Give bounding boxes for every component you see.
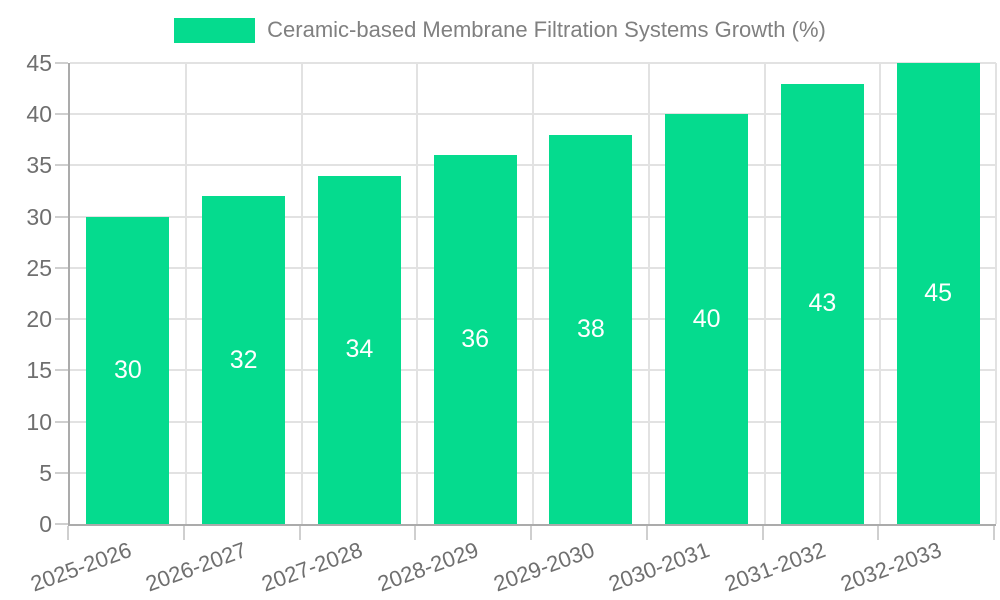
y-axis-tick	[55, 369, 68, 372]
x-axis-tick-label: 2028-2029	[374, 537, 482, 597]
gridline-vertical	[416, 63, 419, 524]
bar-value-label: 30	[113, 355, 142, 384]
y-axis-tick-label: 15	[26, 357, 52, 384]
x-axis-tick	[530, 526, 532, 540]
bar: 30	[86, 216, 170, 524]
bar: 40	[665, 114, 749, 524]
x-axis-tick-label: 2029-2030	[490, 537, 598, 597]
y-axis-tick	[55, 523, 68, 525]
gridline-vertical	[184, 63, 187, 524]
y-axis-tick	[55, 113, 68, 116]
y-axis-tick	[55, 420, 68, 423]
y-axis-tick	[55, 471, 68, 474]
x-axis-tick	[877, 526, 880, 540]
y-axis-tick-label: 35	[26, 152, 52, 179]
x-axis-tick	[414, 526, 417, 540]
bar-value-label: 40	[692, 304, 721, 333]
x-axis-tick-label: 2027-2028	[258, 537, 366, 597]
bar: 36	[433, 155, 517, 524]
y-axis-tick-label: 10	[26, 408, 52, 435]
legend-swatch	[174, 17, 256, 43]
bar: 43	[780, 83, 864, 524]
x-axis-tick-label: 2030-2031	[605, 537, 714, 597]
y-axis-tick	[55, 62, 68, 64]
y-axis-tick	[55, 215, 68, 218]
x-axis-tick	[298, 526, 301, 540]
y-axis-tick-label: 40	[26, 101, 52, 128]
bar-value-label: 43	[808, 289, 837, 318]
y-axis-tick-label: 5	[39, 459, 52, 486]
bar-value-label: 38	[576, 314, 605, 343]
legend-label: Ceramic-based Membrane Filtration System…	[267, 17, 826, 42]
y-axis-tick-label: 20	[26, 306, 52, 333]
bar: 34	[317, 175, 401, 524]
bar-value-label: 45	[924, 279, 953, 307]
gridline-vertical	[879, 63, 882, 524]
y-axis-tick	[55, 164, 68, 167]
legend: Ceramic-based Membrane Filtration System…	[0, 17, 1000, 43]
y-axis-tick-label: 25	[26, 254, 52, 281]
x-axis-tick-label: 2026-2027	[142, 537, 251, 597]
bar-value-label: 36	[461, 325, 490, 354]
gridline-vertical	[763, 63, 766, 524]
x-axis-tick-label: 2025-2026	[27, 537, 135, 597]
plot-area: 30 32 34 36 38 40 43 45	[68, 62, 997, 526]
y-axis-tick	[55, 266, 68, 269]
gridline-vertical	[300, 63, 303, 524]
y-axis-tick-label: 45	[26, 50, 52, 76]
gridline-vertical	[532, 63, 534, 524]
bar-value-label: 32	[229, 345, 258, 374]
gridline-vertical	[647, 63, 650, 524]
bar-value-label: 34	[345, 335, 374, 364]
x-axis-tick-label: 2031-2032	[721, 537, 829, 597]
y-axis-tick	[55, 318, 68, 321]
y-axis-tick-label: 0	[39, 511, 52, 537]
x-axis-tick	[67, 526, 69, 540]
x-axis-tick	[182, 526, 185, 540]
bar: 32	[202, 196, 286, 524]
x-axis-tick-label: 2032-2033	[837, 537, 945, 597]
bar: 45	[896, 63, 980, 524]
gridline-vertical	[995, 63, 997, 524]
bar: 38	[549, 134, 633, 524]
x-axis-tick	[761, 526, 764, 540]
y-axis-tick-label: 30	[26, 203, 52, 230]
x-axis-tick	[645, 526, 648, 540]
x-axis-tick	[993, 526, 995, 540]
